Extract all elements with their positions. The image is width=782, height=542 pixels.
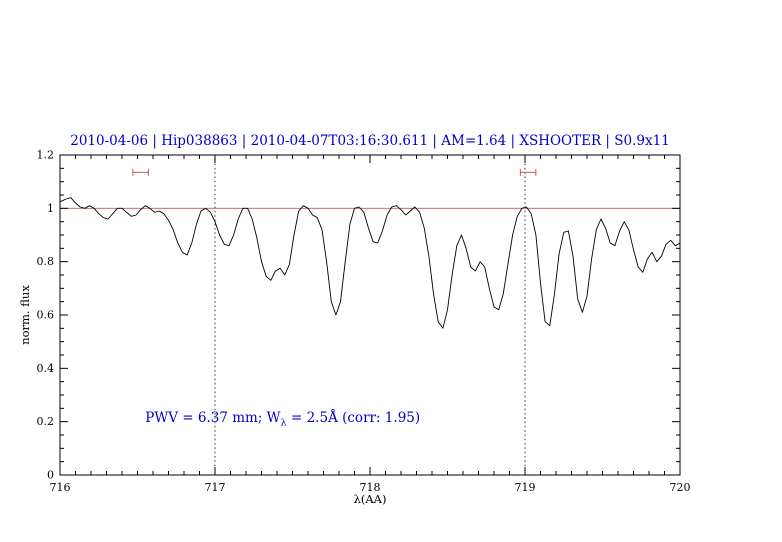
- plot-title: 2010-04-06 | Hip038863 | 2010-04-07T03:1…: [70, 133, 670, 149]
- y-tick-label: 1.2: [37, 149, 55, 162]
- y-tick-label: 0: [47, 469, 54, 482]
- x-axis-label: λ(AA): [353, 492, 387, 506]
- pwv-annotation-suffix: = 2.5Å (corr: 1.95): [286, 410, 421, 426]
- y-tick-label: 0.4: [37, 362, 55, 375]
- y-tick-label: 0.6: [37, 309, 55, 322]
- y-tick-label: 0.8: [37, 255, 55, 268]
- lambda-subscript: λ: [280, 417, 287, 429]
- x-tick-label: 719: [515, 481, 536, 494]
- pwv-annotation-prefix: PWV = 6.37 mm; W: [145, 410, 281, 426]
- y-axis-label: norm. flux: [18, 285, 32, 345]
- y-tick-label: 1: [47, 202, 54, 215]
- x-tick-label: 720: [670, 481, 691, 494]
- x-tick-label: 718: [360, 481, 381, 494]
- pwv-annotation: PWV = 6.37 mm; Wλ = 2.5Å (corr: 1.95): [145, 410, 420, 429]
- y-tick-label: 0.2: [37, 415, 55, 428]
- x-tick-label: 716: [50, 481, 71, 494]
- x-tick-label: 717: [205, 481, 226, 494]
- spectrum-line: [59, 197, 681, 329]
